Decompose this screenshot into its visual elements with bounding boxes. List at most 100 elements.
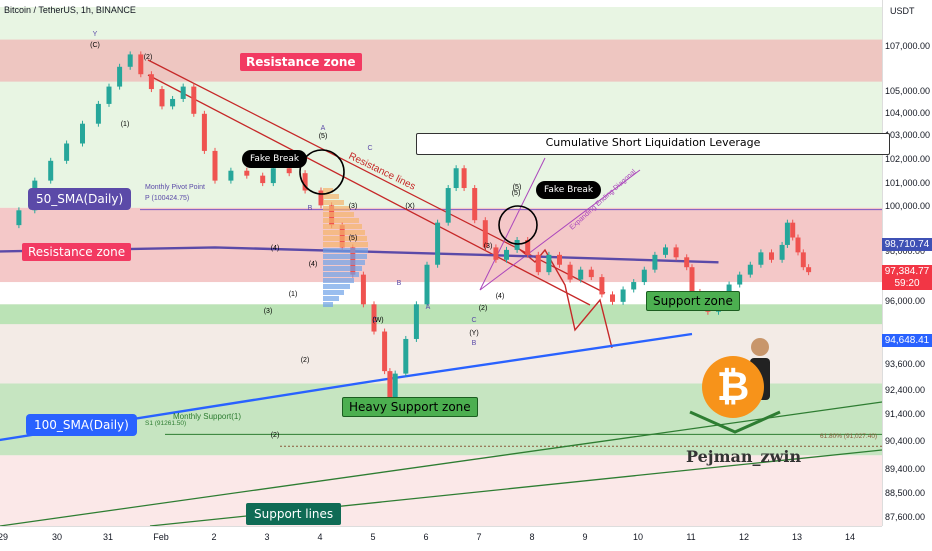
candle-body <box>180 86 186 99</box>
y-tick-label: 98,000.00 <box>885 246 926 256</box>
candle-body <box>318 190 324 206</box>
x-tick-label: 30 <box>51 532 63 542</box>
volume-profile-bar <box>323 218 359 223</box>
wave-label-7: (5) <box>349 235 358 242</box>
wave-label-2: (2) <box>144 54 153 61</box>
sma100-label: 100_SMA(Daily) <box>26 414 137 436</box>
candle-body <box>758 252 764 265</box>
wave-label-0: Y <box>93 31 98 38</box>
resistance-zone-mid-label: Resistance zone <box>22 243 132 261</box>
volume-profile-bar <box>323 236 367 241</box>
candle-body <box>453 168 459 189</box>
volume-profile-bar <box>323 284 350 289</box>
y-tick-label: 102,000.00 <box>885 154 931 164</box>
candle-body <box>631 282 637 290</box>
candle-body <box>228 170 234 181</box>
candle-body <box>514 239 520 250</box>
candle-body <box>64 143 70 161</box>
fake-break-label-1: Fake Break <box>242 150 308 168</box>
candle-body <box>382 331 388 372</box>
monthly-support-label: Monthly Support(1) <box>173 412 241 421</box>
cumulative-label: Cumulative Short Liquidation Leverage <box>416 133 890 155</box>
candle-body <box>302 173 308 191</box>
wave-label-21: (4) <box>496 293 505 300</box>
candle-body <box>546 254 552 273</box>
wave-label-15: (3) <box>349 203 358 210</box>
upper-green-band <box>0 7 882 208</box>
wave-label-10: (1) <box>289 291 298 298</box>
y-tick-label: 93,600.00 <box>885 359 926 369</box>
sma50-label: 50_SMA(Daily) <box>28 188 132 210</box>
monthly-pivot-label: Monthly Pivot Point <box>145 184 205 191</box>
candle-body <box>673 247 679 258</box>
x-tick-label: 12 <box>738 532 750 542</box>
candle-body <box>641 269 647 283</box>
time-axis[interactable] <box>0 526 882 551</box>
y-tick-label: 101,000.00 <box>885 178 931 188</box>
price-axis[interactable] <box>882 0 932 526</box>
x-tick-label: 8 <box>529 532 535 542</box>
wave-label-17: C <box>372 317 377 324</box>
candle-body <box>138 54 144 75</box>
x-tick-label: 5 <box>370 532 376 542</box>
wave-label-5: (5) <box>319 133 328 140</box>
wave-label-23: C <box>471 317 476 324</box>
candle-body <box>663 247 668 255</box>
candle-body <box>599 277 605 295</box>
volume-profile-bar <box>323 212 354 217</box>
candle-body <box>360 274 366 305</box>
volume-profile-bar <box>323 296 339 301</box>
candle-body <box>191 86 197 114</box>
candle-body <box>684 257 690 268</box>
volume-profile-bar <box>323 248 368 253</box>
candle-body <box>270 168 276 184</box>
price-tag: 98,710.74 <box>882 238 932 251</box>
diagonal-upper <box>479 157 546 291</box>
wave-label-24: (Y) <box>469 330 478 337</box>
y-tick-label: 89,400.00 <box>885 464 926 474</box>
candle-body <box>286 168 292 174</box>
wave-label-14: (2) <box>271 432 280 439</box>
currency-label: USDT <box>890 6 915 16</box>
diagonal-lower <box>479 169 641 291</box>
candle-body <box>244 170 250 176</box>
x-tick-label: 10 <box>632 532 644 542</box>
zone-1 <box>0 207 882 283</box>
volume-profile-bar <box>323 266 362 271</box>
candle-body <box>106 86 112 104</box>
x-tick-label: 11 <box>686 532 696 542</box>
candle-body <box>80 123 85 144</box>
y-tick-label: 107,000.00 <box>885 41 931 51</box>
person-head <box>751 338 769 356</box>
x-tick-label: Feb <box>153 532 169 542</box>
candle-body <box>493 247 499 260</box>
candle-body <box>652 254 658 270</box>
x-tick-label: 6 <box>423 532 429 542</box>
y-tick-label: 90,400.00 <box>885 436 926 446</box>
y-tick-label: 104,000.00 <box>885 108 931 118</box>
author-label: Pejman_zwin <box>686 447 802 466</box>
wave-label-9: (3) <box>264 308 273 315</box>
y-tick-label: 92,400.00 <box>885 385 926 395</box>
candle-body <box>535 254 541 273</box>
candle-body <box>567 264 573 280</box>
y-tick-label: 91,400.00 <box>885 409 926 419</box>
resistance-zone-top-label: Resistance zone <box>240 53 362 71</box>
candle-body <box>435 222 441 265</box>
zone-0 <box>0 39 882 82</box>
candle-body <box>170 98 176 107</box>
fake-break-circle-1 <box>299 149 345 195</box>
candle-body <box>212 150 218 181</box>
candle-body <box>472 188 478 221</box>
volume-profile-bar <box>323 260 365 265</box>
x-tick-label: 4 <box>317 532 323 542</box>
fake-break-label-2: Fake Break <box>536 181 602 199</box>
candle-body <box>800 252 806 268</box>
fake-break-circle-2 <box>498 205 538 245</box>
candle-body <box>48 160 54 181</box>
support-line-1 <box>0 401 883 527</box>
candle-body <box>148 74 154 90</box>
wave-label-19: (W) <box>372 317 383 324</box>
